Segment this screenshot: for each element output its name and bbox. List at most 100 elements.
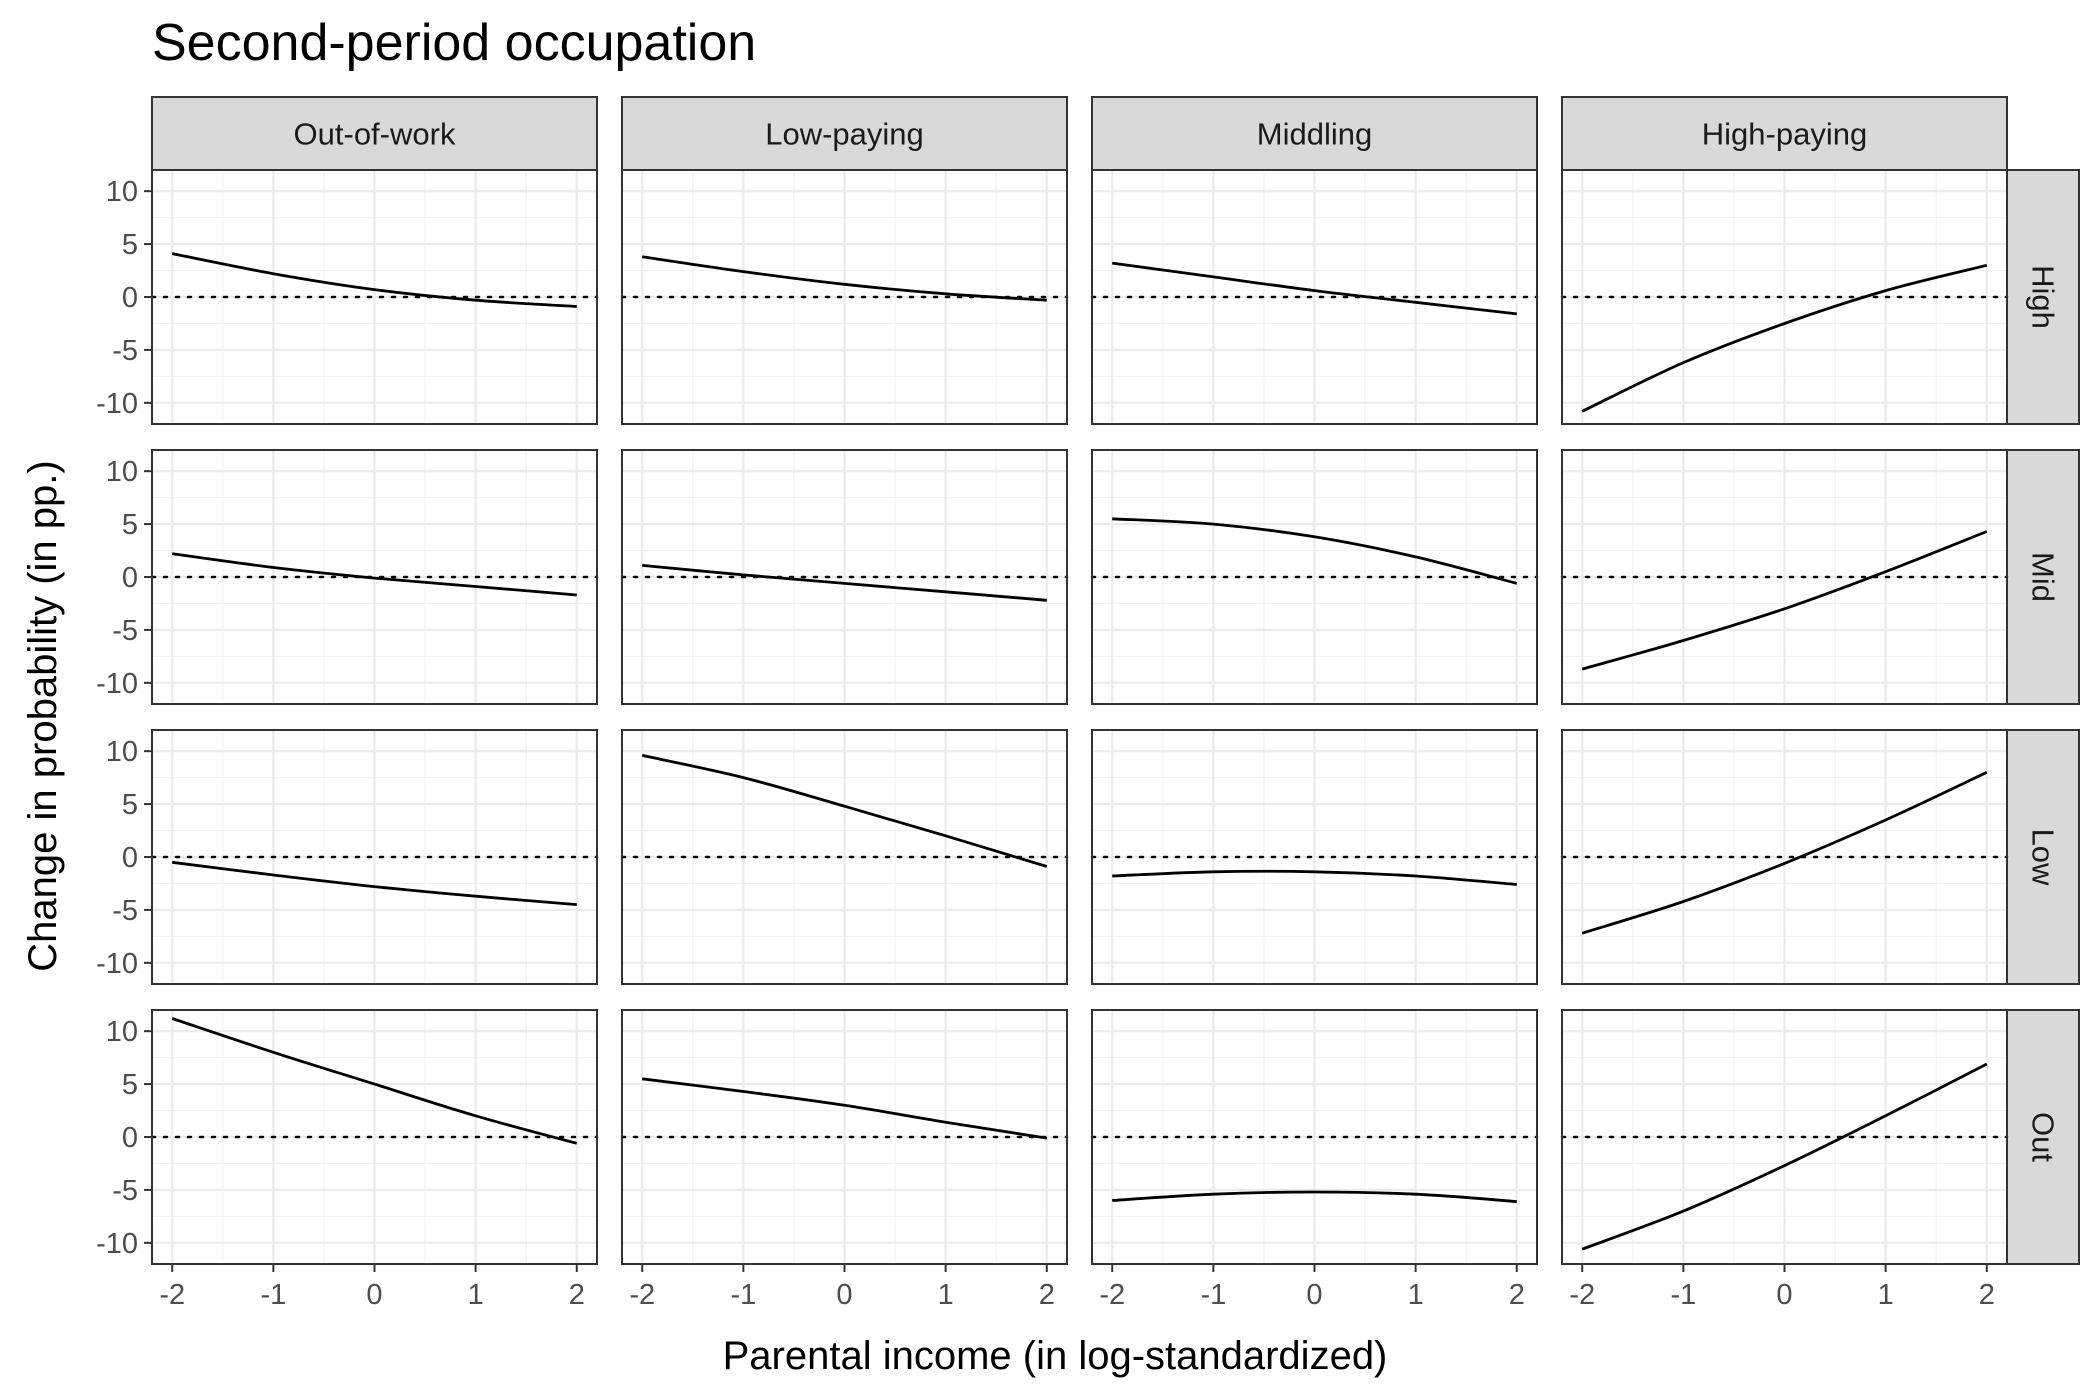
x-tick-label: -1 [730, 1279, 756, 1311]
x-tick-label: 2 [1979, 1279, 1995, 1311]
x-tick-label: -2 [1569, 1279, 1595, 1311]
panel-border [1091, 449, 1538, 705]
x-tick-label: 1 [468, 1279, 484, 1311]
row-strip-label: Out [2026, 1112, 2061, 1162]
x-tick-label: 2 [1039, 1279, 1055, 1311]
facet-panels: Out-of-work Low-paying Middling High-paying… [96, 96, 2080, 1311]
x-tick-label: 0 [366, 1279, 382, 1311]
panel-out-low-paying: -2 -1 0 1 2 [620, 1009, 1069, 1311]
y-tick-label: -10 [96, 1228, 138, 1260]
panel-mid-high-paying [1560, 449, 2009, 705]
y-tick-label: -5 [112, 335, 138, 367]
chart-title: Second-period occupation [152, 14, 756, 72]
series-line [1112, 1190, 1517, 1203]
series-line [172, 860, 577, 906]
series-line [1112, 869, 1517, 886]
y-tick-label: 0 [122, 842, 138, 874]
column-strip-high-paying: High-paying [1561, 96, 2008, 171]
x-tick-label: 1 [1878, 1279, 1894, 1311]
panel-out-high-paying: -2 -1 0 1 2 [1560, 1009, 2009, 1311]
x-tick-label: 0 [1776, 1279, 1792, 1311]
series-line [1581, 530, 1988, 671]
x-axis-title: Parental income (in log-standardized) [723, 1334, 1388, 1378]
row-strip-low: Low [2006, 729, 2080, 985]
y-tick-label: 5 [122, 789, 138, 821]
panel-mid-middling [1090, 449, 1539, 705]
panel-low-out-of-work: 10 5 0 -5 -10 [96, 729, 599, 985]
strip-background [621, 96, 1068, 171]
panel-border [621, 729, 1068, 985]
panel-border [1561, 169, 2008, 425]
y-axis-title: Change in probability (in pp.) [21, 460, 65, 971]
column-strip-out-of-work: Out-of-work [151, 96, 598, 171]
series-line [1581, 263, 1988, 413]
series-line [641, 255, 1047, 302]
x-tick-label: 1 [1408, 1279, 1424, 1311]
row-strip-mid: Mid [2006, 449, 2080, 705]
series-line [1112, 517, 1518, 585]
panel-high-middling [1090, 169, 1539, 425]
column-strip-label: High-paying [1702, 117, 1867, 152]
x-tick-label: 0 [1306, 1279, 1322, 1311]
panel-mid-out-of-work: 10 5 0 -5 -10 [96, 449, 599, 705]
y-tick-label: -5 [112, 615, 138, 647]
strip-background [1561, 96, 2008, 171]
x-tick-label: -2 [159, 1279, 185, 1311]
series-line [1112, 261, 1517, 316]
y-tick-label: -10 [96, 668, 138, 700]
row-strip-label: Mid [2026, 552, 2061, 602]
y-tick-label: 10 [106, 736, 138, 768]
y-tick-label: 0 [122, 562, 138, 594]
x-tick-label: -1 [260, 1279, 286, 1311]
panel-low-low-paying [620, 729, 1069, 985]
y-tick-label: 10 [106, 1016, 138, 1048]
panel-border [621, 449, 1068, 705]
x-tick-label: 0 [836, 1279, 852, 1311]
row-strip-label: High [2026, 265, 2061, 329]
y-tick-label: 0 [122, 282, 138, 314]
panel-high-out-of-work: 10 5 0 -5 -10 [96, 169, 599, 425]
row-strip-label: Low [2026, 829, 2061, 886]
strip-background [1091, 96, 1538, 171]
panel-border [621, 169, 1068, 425]
row-strip-high: High [2006, 169, 2080, 425]
y-tick-label: 10 [106, 456, 138, 488]
y-tick-label: 10 [106, 176, 138, 208]
x-tick-label: 2 [1509, 1279, 1525, 1311]
panel-low-middling [1090, 729, 1539, 985]
panel-low-high-paying [1560, 729, 2009, 985]
y-tick-label: -5 [112, 1175, 138, 1207]
x-tick-label: -2 [1099, 1279, 1125, 1311]
panel-border [1561, 729, 2008, 985]
panel-high-low-paying [620, 169, 1069, 425]
panel-high-high-paying [1560, 169, 2009, 425]
y-tick-label: -5 [112, 895, 138, 927]
panel-mid-low-paying [620, 449, 1069, 705]
y-tick-label: 5 [122, 1069, 138, 1101]
x-tick-label: 2 [569, 1279, 585, 1311]
y-tick-label: -10 [96, 388, 138, 420]
strip-background [2006, 169, 2080, 425]
row-strip-out: Out [2006, 1009, 2080, 1265]
column-strip-label: Low-paying [765, 117, 924, 152]
strip-background [2006, 729, 2080, 985]
y-tick-label: 0 [122, 1122, 138, 1154]
y-tick-label: 5 [122, 509, 138, 541]
x-tick-label: -1 [1200, 1279, 1226, 1311]
column-strip-label: Out-of-work [294, 117, 456, 152]
series-line [642, 564, 1047, 602]
x-tick-label: -1 [1670, 1279, 1696, 1311]
series-line [172, 552, 577, 597]
series-line [1581, 771, 1988, 935]
series-line [1581, 1062, 1988, 1251]
series-line [171, 252, 577, 308]
panel-border [1561, 449, 2008, 705]
x-tick-label: 1 [938, 1279, 954, 1311]
series-line [642, 1077, 1048, 1140]
panel-border [1091, 729, 1538, 985]
column-strip-low-paying: Low-paying [621, 96, 1068, 171]
series-line [171, 1017, 578, 1145]
series-line [641, 754, 1048, 868]
